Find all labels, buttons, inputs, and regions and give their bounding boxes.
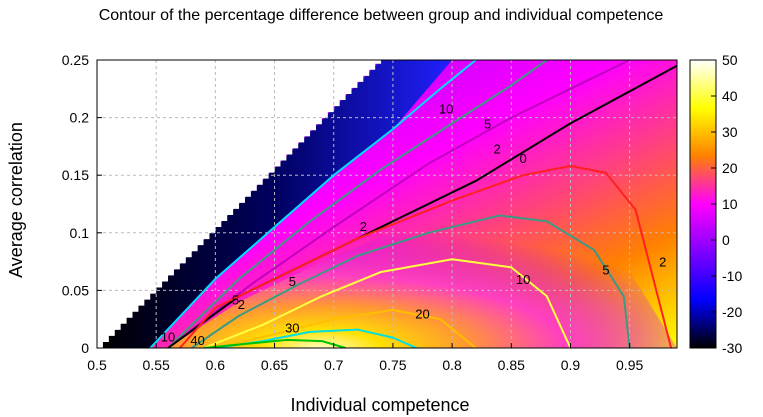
contour-label: 2 xyxy=(659,255,666,270)
x-tick-label: 0.65 xyxy=(261,357,288,373)
x-tick-label: 0.95 xyxy=(616,357,643,373)
x-tick-label: 0.55 xyxy=(143,357,170,373)
contour-label: 10 xyxy=(439,101,453,116)
contour-line-10 xyxy=(149,60,477,348)
y-axis-ticks: 0 0.05 0.1 0.15 0.2 0.25 xyxy=(62,52,102,356)
contour-line-20 xyxy=(215,308,477,348)
warm-region xyxy=(168,198,677,348)
x-tick-label: 0.6 xyxy=(206,357,226,373)
colorbar-tick-label: 10 xyxy=(722,196,738,212)
plot-frame xyxy=(96,59,678,349)
y-tick-label: 0.1 xyxy=(70,225,90,241)
colorbar-tick-label: 40 xyxy=(722,88,738,104)
y-tick-label: 0.25 xyxy=(62,52,89,68)
colorbar-tick-label: 20 xyxy=(722,160,738,176)
contour-line-2 xyxy=(179,164,673,348)
contour-lines xyxy=(149,60,677,348)
contour-label: 20 xyxy=(415,306,429,321)
colorbar-ticks: -30 -20 -10 0 10 20 30 40 50 xyxy=(711,52,742,356)
chart-title: Contour of the percentage difference bet… xyxy=(99,7,664,24)
y-tick-label: 0.15 xyxy=(62,167,89,183)
x-axis-label: Individual competence xyxy=(290,395,469,415)
contour-label: 5 xyxy=(232,293,239,308)
x-tick-label: 0.85 xyxy=(498,357,525,373)
colorbar-tick-label: 50 xyxy=(722,52,738,68)
colorbar-tick-label: 30 xyxy=(722,124,738,140)
x-tick-label: 0.75 xyxy=(379,357,406,373)
y-tick-label: 0 xyxy=(81,340,89,356)
y-tick-label: 0.2 xyxy=(70,110,90,126)
contour-label: 5 xyxy=(602,263,609,278)
colorbar-tick-label: -10 xyxy=(722,268,742,284)
y-tick-label: 0.05 xyxy=(62,282,89,298)
contour-label: 5 xyxy=(484,116,491,131)
contour-label: 2 xyxy=(238,297,245,312)
contour-line-40 xyxy=(203,338,346,348)
x-tick-label: 0.5 xyxy=(87,357,107,373)
y-axis-label: Average correlation xyxy=(6,122,26,278)
contour-label: 5 xyxy=(289,274,296,289)
x-tick-label: 0.8 xyxy=(442,357,462,373)
contour-line-2 xyxy=(167,60,631,348)
contour-label: 30 xyxy=(285,320,299,335)
contour-label: 40 xyxy=(190,333,204,348)
x-tick-label: 0.9 xyxy=(561,357,581,373)
contour-label: 2 xyxy=(360,219,367,234)
contour-line-5 xyxy=(167,60,548,348)
contour-label: 0 xyxy=(520,151,527,166)
contour-line-5 xyxy=(191,214,631,348)
colorbar-tick-label: -30 xyxy=(722,340,742,356)
colorbar-tick-label: 0 xyxy=(722,232,730,248)
undefined-region xyxy=(97,60,382,348)
colorbar-tick-label: -20 xyxy=(722,304,742,320)
x-tick-label: 0.7 xyxy=(324,357,344,373)
x-axis-ticks: 0.5 0.55 0.6 0.65 0.7 0.75 0.8 0.85 0.9 0.95 xyxy=(87,343,643,373)
contour-label: 10 xyxy=(161,329,175,344)
contour-label: 10 xyxy=(516,272,530,287)
contour-label: 2 xyxy=(493,142,500,157)
grid-lines xyxy=(97,60,677,348)
contour-line-10 xyxy=(203,258,572,348)
